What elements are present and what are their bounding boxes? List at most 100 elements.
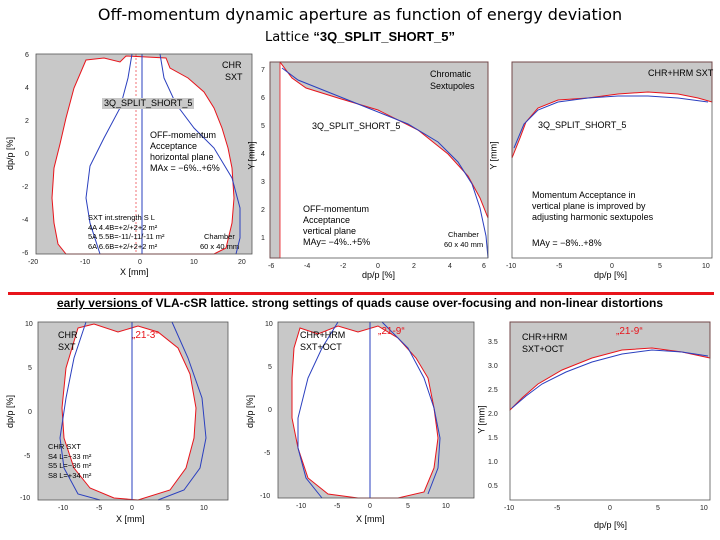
ytick: 0	[268, 407, 272, 414]
note-line: Momentum Acceptance in	[532, 190, 636, 200]
ytick: 3.5	[488, 339, 498, 346]
x-axis-label: dp/p [%]	[362, 270, 396, 280]
ytick: 5	[28, 365, 32, 372]
plot-svg: 10 5 0 -5 -10 -10 -5 0 5 10	[260, 321, 475, 510]
acceptance-line: Acceptance	[150, 141, 198, 151]
xtick: -10	[80, 259, 90, 266]
sxt-line: SXT int.strength S L	[88, 213, 155, 222]
chr-label: CHR	[222, 60, 242, 70]
xtick: 0	[138, 259, 142, 266]
plot-svg: 6 4 2 0 -2 -4 -6 -20 -10 0 10 20	[22, 52, 253, 266]
xtick: 0	[376, 263, 380, 270]
ytick: 6	[25, 52, 29, 59]
acceptance-line: Acceptance	[303, 215, 351, 225]
section-heading-underlined: early versions	[56, 296, 141, 310]
panel-case-21-9-horizontal: 10 5 0 -5 -10 -10 -5 0 5 10 X [mm] dp/p …	[245, 318, 478, 540]
case-label: „21-9“	[378, 326, 405, 337]
note-line: vertical plane is improved by	[532, 201, 646, 211]
x-ticks: -10 -5 0 5 10	[58, 505, 208, 512]
chamber-line: Chamber	[448, 230, 479, 239]
ma-label: MAy = −8%..+8%	[532, 238, 602, 248]
xtick: -2	[340, 263, 346, 270]
ytick: 2.5	[488, 387, 498, 394]
ytick: 3.0	[488, 363, 498, 370]
xtick: -10	[58, 505, 68, 512]
chr-label: CHR	[58, 330, 78, 340]
sxt-strength-note: CHR SXT S4 L=−33 m² S5 L=−36 m² S8 L=+34…	[48, 442, 91, 480]
ytick: 1	[261, 235, 265, 242]
case-label: „21-9“	[616, 326, 643, 337]
acceptance-line: MAx = −6%..+6%	[150, 163, 220, 173]
acceptance-line: OFF-momentum	[303, 204, 370, 214]
acceptance-line: vertical plane	[303, 226, 357, 236]
y-ticks: 6 4 2 0 -2 -4 -6	[22, 52, 29, 257]
ytick: -4	[22, 217, 28, 224]
sxt-strength-note: SXT int.strength S L 4A 4.4B=+2/+2+2 m² …	[88, 213, 165, 251]
x-ticks: -20 -10 0 10 20	[28, 259, 246, 266]
xtick: -10	[296, 503, 306, 510]
x-axis-label: X [mm]	[116, 514, 145, 524]
ytick: 3	[261, 179, 265, 186]
xtick: 10	[190, 259, 198, 266]
y-axis-label: dp/p [%]	[5, 394, 16, 429]
sxt-line: S8 L=+34 m²	[48, 470, 92, 480]
y-axis-label: Y [mm]	[488, 141, 499, 170]
panel-case-21-9-vertical: 3.5 3.0 2.5 2.0 1.5 1.0 0.5 -10 -5 0 5 1…	[477, 318, 716, 540]
xtick: 10	[200, 505, 208, 512]
xtick: 5	[406, 503, 410, 510]
section-heading-rest: of VLA-cSR lattice. strong settings of q…	[141, 296, 664, 310]
ytick: 7	[261, 67, 265, 74]
sxt-label: SXT	[225, 72, 243, 82]
sextupoles-label: Sextupoles	[430, 81, 475, 91]
ytick: -5	[24, 453, 30, 460]
xtick: 5	[658, 263, 662, 270]
sxt-line: 5A 5.5B=-11/-11/-11 m²	[88, 232, 165, 241]
ytick: 5	[261, 123, 265, 130]
panel-horizontal-acceptance: 6 4 2 0 -2 -4 -6 -20 -10 0 10 20 X [mm] …	[5, 48, 258, 288]
slide-title: Off-momentum dynamic aperture as functio…	[97, 5, 623, 24]
ytick: -10	[260, 493, 270, 500]
xtick: -5	[96, 505, 102, 512]
y-axis-label: dp/p [%]	[245, 394, 256, 429]
x-ticks: -10 -5 0 5 10	[506, 263, 710, 270]
xtick: -20	[28, 259, 38, 266]
plot-svg: 10 5 0 -5 -10 -10 -5 0 5 10	[20, 321, 229, 512]
subtitle-prefix: Lattice	[265, 30, 314, 45]
x-axis-label: dp/p [%]	[594, 520, 628, 530]
xtick: 10	[700, 505, 708, 512]
ytick: -5	[264, 450, 270, 457]
xtick: 10	[702, 263, 710, 270]
slide-subtitle: Lattice “3Q_SPLIT_SHORT_5”	[0, 29, 720, 45]
plot-svg: -10 -5 0 5 10	[506, 61, 713, 270]
xtick: 5	[656, 505, 660, 512]
lattice-label: 3Q_SPLIT_SHORT_5	[102, 98, 195, 109]
y-axis-label: Y [mm]	[246, 141, 257, 170]
lattice-label: 3Q_SPLIT_SHORT_5	[538, 120, 627, 130]
ytick: 0	[25, 151, 29, 158]
sxt-line: S4 L=−33 m²	[48, 451, 92, 461]
y-axis-label: dp/p [%]	[5, 136, 16, 171]
chamber-note: Chamber 60 x 40 mm	[200, 232, 239, 251]
y-ticks: 10 5 0 -5 -10	[20, 321, 33, 502]
x-axis-label: X [mm]	[356, 514, 385, 524]
acceptance-note: OFF-momentum Acceptance horizontal plane…	[150, 130, 220, 174]
ytick: 1.0	[488, 459, 498, 466]
xtick: -10	[504, 505, 514, 512]
ytick: 4	[261, 151, 265, 158]
x-ticks: -10 -5 0 5 10	[504, 505, 708, 512]
y-ticks: 3.5 3.0 2.5 2.0 1.5 1.0 0.5	[488, 339, 498, 490]
y-axis-label: Y [mm]	[476, 405, 487, 434]
ytick: 0.5	[488, 483, 498, 490]
ytick: 1.5	[488, 435, 498, 442]
plot-svg: 3.5 3.0 2.5 2.0 1.5 1.0 0.5 -10 -5 0 5 1…	[488, 321, 711, 512]
ytick: 5	[268, 364, 272, 371]
xtick: -5	[334, 503, 340, 510]
sxt-oct-label: SXT+OCT	[522, 344, 564, 354]
sxt-line: CHR SXT	[48, 442, 81, 451]
panel-vertical-harmonic: -10 -5 0 5 10 dp/p [%] Y [mm] CHR+HRM SX…	[489, 58, 716, 288]
x-ticks: -6 -4 -2 0 2 4 6	[268, 263, 486, 270]
xtick: 0	[368, 503, 372, 510]
xtick: -10	[506, 263, 516, 270]
acceptance-note: OFF-momentum Acceptance vertical plane M…	[303, 204, 370, 248]
xtick: 0	[610, 263, 614, 270]
